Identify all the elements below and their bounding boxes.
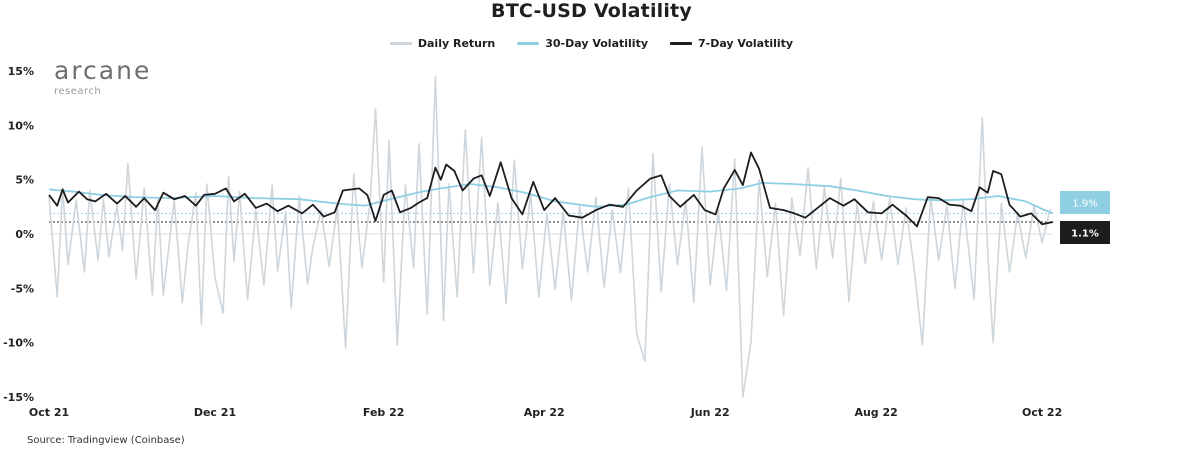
volatility-30-day-line [48, 182, 1054, 215]
value-badge [1060, 191, 1110, 214]
x-tick-label: Oct 22 [1022, 406, 1062, 419]
chart-title: BTC-USD Volatility [491, 0, 692, 22]
legend: Daily Return 30-Day Volatility 7-Day Vol… [0, 37, 1183, 50]
legend-swatch-7-day-volatility [670, 42, 692, 45]
y-tick-label: 5% [15, 174, 34, 187]
x-tick-label: Oct 21 [29, 406, 69, 419]
y-tick-label: -10% [3, 337, 34, 350]
legend-swatch-daily-return [389, 42, 412, 45]
legend-swatch-30-day-volatility [517, 42, 540, 45]
logo-subtitle: research [54, 86, 102, 97]
arcane-research-logo: arcane research [54, 56, 152, 98]
legend-item-30-day-volatility: 30-Day Volatility [517, 37, 648, 50]
x-tick-label: Jun 22 [690, 406, 730, 419]
value-badge [1060, 221, 1110, 244]
volatility-7-day-line [48, 151, 1054, 228]
y-tick-label: 10% [8, 119, 34, 132]
x-tick-label: Dec 21 [194, 406, 236, 419]
legend-item-7-day-volatility: 7-Day Volatility [670, 37, 793, 50]
y-tick-label: 0% [15, 228, 34, 241]
x-tick-label: Apr 22 [524, 406, 565, 419]
y-tick-label: 15% [8, 65, 34, 78]
legend-item-daily-return: Daily Return [389, 37, 496, 50]
logo-wordmark: arcane [54, 56, 152, 85]
legend-label-daily-return: Daily Return [417, 37, 496, 50]
y-tick-label: -5% [11, 282, 34, 295]
value-badge-label: 1.9% [1072, 199, 1097, 210]
source-note: Source: Tradingview (Coinbase) [27, 435, 185, 446]
x-tick-label: Aug 22 [854, 406, 897, 419]
y-tick-label: -15% [3, 391, 34, 404]
value-badge-label: 1.1% [1071, 229, 1099, 240]
daily-return-line [48, 75, 1052, 398]
x-tick-label: Feb 22 [363, 406, 405, 419]
legend-label-7-day-volatility: 7-Day Volatility [698, 37, 794, 50]
legend-label-30-day-volatility: 30-Day Volatility [545, 37, 648, 50]
